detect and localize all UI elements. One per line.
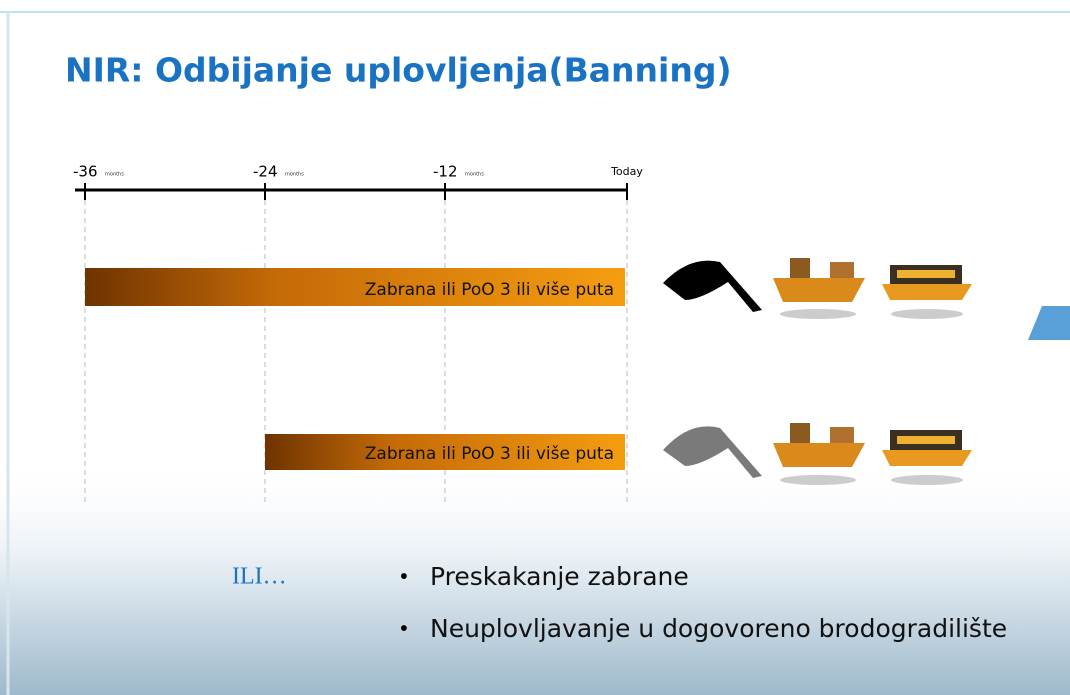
bar-label: Zabrana ili PoO 3 ili više puta: [365, 280, 614, 300]
tick-unit: months: [105, 172, 124, 178]
title: NIR: Odbijanje uplovljenja(Banning): [65, 51, 732, 90]
bullet-text: Neuplovljavanje u dogovoreno brodogradil…: [430, 614, 1007, 643]
bullet: •: [398, 617, 410, 641]
arrow-shape: [1028, 306, 1070, 340]
tick-unit: months: [285, 172, 304, 178]
flag-icon: [663, 261, 762, 312]
ili-label: ILI…: [232, 564, 287, 590]
tick-label: -36: [73, 163, 98, 181]
bar-label: Zabrana ili PoO 3 ili više puta: [365, 444, 614, 464]
bullet: •: [398, 565, 410, 589]
tick-label: -12: [433, 163, 458, 181]
ship-icons: [773, 258, 972, 485]
tick-label: -24: [253, 163, 278, 181]
slide: NIR: Odbijanje uplovljenja(Banning) -36 m…: [0, 0, 1070, 695]
tick-unit: months: [465, 172, 484, 178]
bullet-text: Preskakanje zabrane: [430, 562, 689, 591]
tick-label: Today: [610, 165, 643, 178]
